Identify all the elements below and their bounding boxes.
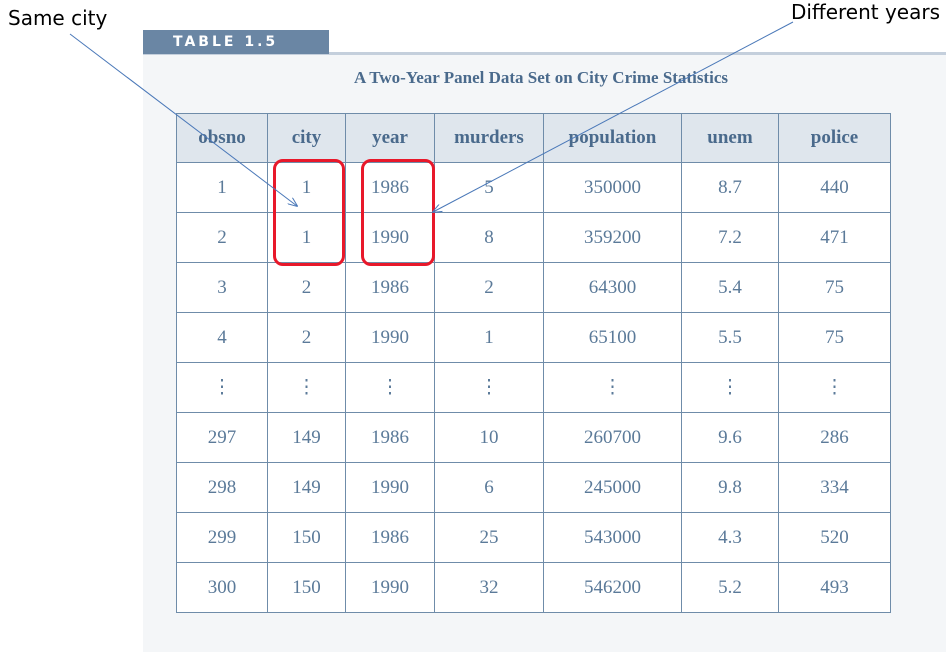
cell-city: 2 [267, 312, 346, 363]
cell-population: 64300 [543, 262, 682, 313]
table-number-label: TABLE 1.5 [143, 30, 329, 54]
cell-police: 493 [778, 562, 891, 613]
cell-year: 1990 [345, 562, 435, 613]
table-row: 300 150 1990 32 546200 5.2 493 [176, 562, 891, 613]
cell-year: ⋮ [345, 362, 435, 413]
cell-police: 334 [778, 462, 891, 513]
table-row: 298 149 1990 6 245000 9.8 334 [176, 462, 891, 513]
cell-murders: 6 [434, 462, 544, 513]
same-city-arrow [69, 33, 297, 206]
cell-police: 286 [778, 412, 891, 463]
header-row: obsno city year murders population unem … [176, 113, 891, 163]
table-row: 3 2 1986 2 64300 5.4 75 [176, 262, 891, 313]
cell-murders: 2 [434, 262, 544, 313]
cell-murders: 8 [434, 212, 544, 263]
same-city-highlight-box [273, 159, 345, 266]
cell-population: 543000 [543, 512, 682, 563]
cell-murders: 10 [434, 412, 544, 463]
cell-population: 350000 [543, 162, 682, 213]
cell-obsno: 297 [176, 412, 268, 463]
cell-year: 1986 [345, 262, 435, 313]
panel-top-rule [143, 52, 946, 55]
different-years-annotation: Different years [790, 0, 940, 24]
cell-unem: 5.5 [681, 312, 779, 363]
col-header-city: city [267, 113, 346, 163]
table-row: ⋮ ⋮ ⋮ ⋮ ⋮ ⋮ ⋮ [176, 362, 891, 413]
cell-unem: 9.8 [681, 462, 779, 513]
cell-obsno: 2 [176, 212, 268, 263]
cell-year: 1986 [345, 512, 435, 563]
col-header-year: year [345, 113, 435, 163]
table-row: 297 149 1986 10 260700 9.6 286 [176, 412, 891, 463]
cell-city: 1 [267, 162, 346, 213]
cell-police: 440 [778, 162, 891, 213]
cell-obsno: 4 [176, 312, 268, 363]
panel-data-table: obsno city year murders population unem … [176, 113, 891, 613]
col-header-unem: unem [681, 113, 779, 163]
cell-year: 1990 [345, 212, 435, 263]
cell-city: ⋮ [267, 362, 346, 413]
cell-murders: 1 [434, 312, 544, 363]
cell-population: ⋮ [543, 362, 682, 413]
cell-murders: ⋮ [434, 362, 544, 413]
table-caption: A Two-Year Panel Data Set on City Crime … [354, 68, 728, 87]
col-header-murders: murders [434, 113, 544, 163]
cell-obsno: 300 [176, 562, 268, 613]
cell-police: ⋮ [778, 362, 891, 413]
cell-population: 260700 [543, 412, 682, 463]
cell-murders: 32 [434, 562, 544, 613]
cell-year: 1990 [345, 312, 435, 363]
cell-unem: 7.2 [681, 212, 779, 263]
col-header-police: police [778, 113, 891, 163]
cell-obsno: 299 [176, 512, 268, 563]
different-years-arrow [433, 21, 794, 212]
cell-obsno: 1 [176, 162, 268, 213]
table-row: 1 1 1986 5 350000 8.7 440 [176, 162, 891, 213]
cell-murders: 25 [434, 512, 544, 563]
cell-city: 149 [267, 462, 346, 513]
cell-city: 150 [267, 562, 346, 613]
cell-unem: ⋮ [681, 362, 779, 413]
cell-unem: 9.6 [681, 412, 779, 463]
cell-city: 1 [267, 212, 346, 263]
col-header-obsno: obsno [176, 113, 268, 163]
same-city-annotation: Same city [8, 6, 108, 30]
cell-population: 245000 [543, 462, 682, 513]
cell-year: 1986 [345, 412, 435, 463]
table-row: 2 1 1990 8 359200 7.2 471 [176, 212, 891, 263]
table-row: 4 2 1990 1 65100 5.5 75 [176, 312, 891, 363]
cell-population: 65100 [543, 312, 682, 363]
cell-population: 546200 [543, 562, 682, 613]
col-header-population: population [543, 113, 682, 163]
